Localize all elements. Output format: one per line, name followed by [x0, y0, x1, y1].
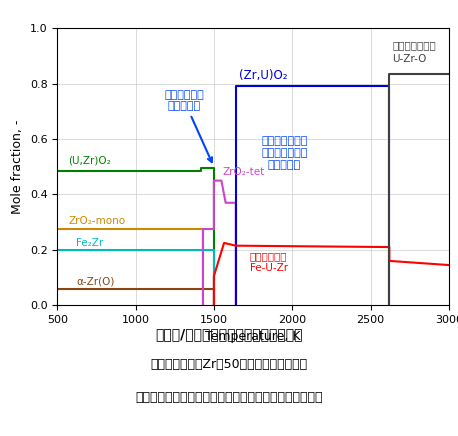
- Text: 酸化物/金属デブリ混合物の再溶融パス: 酸化物/金属デブリ混合物の再溶融パス: [155, 327, 303, 341]
- Text: ZrO₂-tet: ZrO₂-tet: [223, 167, 265, 177]
- X-axis label: Temperature, K: Temperature, K: [205, 330, 301, 344]
- Text: α-Zr(O): α-Zr(O): [76, 277, 114, 286]
- Text: ZrO₂-mono: ZrO₂-mono: [68, 216, 125, 226]
- Text: 液相（金属）
Fe-U-Zr: 液相（金属） Fe-U-Zr: [250, 251, 288, 273]
- Text: (Zr,U)O₂: (Zr,U)O₂: [239, 69, 288, 82]
- Text: 金属デブリの
再溶融開始: 金属デブリの 再溶融開始: [164, 90, 212, 162]
- Y-axis label: Mole fraction, -: Mole fraction, -: [11, 119, 24, 214]
- Text: 金属溶融デブリ
と酸化物固相デ
ブリの共存: 金属溶融デブリ と酸化物固相デ ブリの共存: [261, 136, 308, 170]
- Text: 銅材としては炉心部に装荷されていた物量の溶融を仮定: 銅材としては炉心部に装荷されていた物量の溶融を仮定: [135, 391, 323, 404]
- Text: Fe₂Zr: Fe₂Zr: [76, 238, 104, 248]
- Text: U-Zr-O: U-Zr-O: [393, 54, 427, 65]
- Text: 炉心装荷されたZrの50％が酸化したと仮定: 炉心装荷されたZrの50％が酸化したと仮定: [150, 358, 308, 371]
- Text: (U,Zr)O₂: (U,Zr)O₂: [68, 155, 111, 165]
- Text: 液相（酸化物）: 液相（酸化物）: [393, 41, 436, 51]
